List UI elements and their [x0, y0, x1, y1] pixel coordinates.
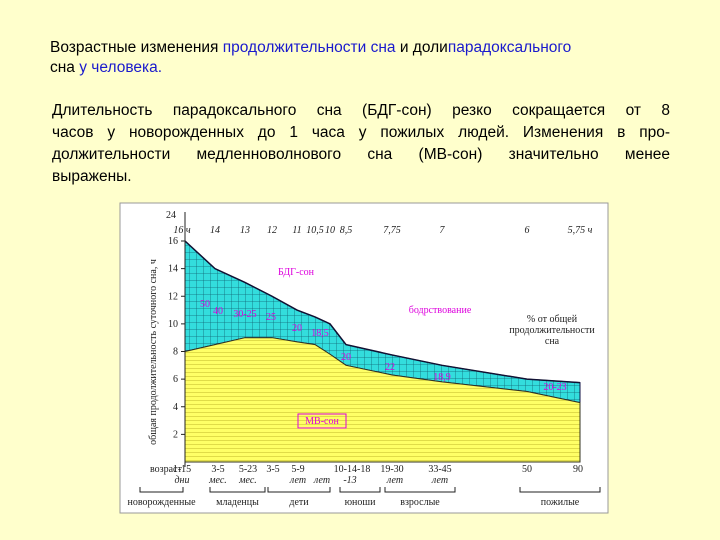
age-group: взрослые — [400, 497, 440, 508]
heading-text: сна — [50, 59, 75, 76]
age-label: 3-5 — [211, 464, 224, 475]
mv-area — [184, 337, 581, 463]
mv-box — [297, 413, 347, 429]
y-tick-label: 2 — [173, 429, 178, 440]
rem-percent: 50 — [200, 299, 210, 310]
age-label: 90 — [573, 464, 583, 475]
age-label: 3-5 — [266, 464, 279, 475]
y-tick-label: 6 — [173, 374, 178, 385]
wake-label: бодрствование — [409, 305, 472, 316]
y-tick-label: 10 — [168, 319, 178, 330]
heading: Возрастные изменения продолжительности с… — [50, 38, 680, 78]
rem-percent: 18,5 — [311, 328, 329, 339]
x-label: возраст — [150, 464, 182, 475]
y-tick-label: 14 — [168, 264, 178, 275]
age-group: дети — [289, 497, 309, 508]
bracket — [267, 487, 331, 493]
total-label: 12 — [267, 225, 277, 236]
total-label: 11 — [292, 225, 301, 236]
total-label: 16 ч — [173, 225, 191, 236]
paragraph-line: должительности медленноволнового сна (МВ… — [52, 146, 670, 163]
age-unit: лет — [431, 475, 448, 486]
y-tick-label: 12 — [168, 291, 178, 302]
total-label: 13 — [240, 225, 250, 236]
rem-percent: 40 — [213, 306, 223, 317]
total-label: 7 — [440, 225, 446, 236]
age-unit: -13 — [343, 475, 356, 486]
heading-text: и доли — [395, 39, 448, 56]
total-label: 6 — [525, 225, 530, 236]
age-label: 5-23 — [239, 464, 257, 475]
total-label: 8,5 — [340, 225, 353, 236]
rem-percent: 25 — [266, 312, 276, 323]
total-label: 10,5 — [306, 225, 324, 236]
age-label: 19-30 — [380, 464, 403, 475]
age-group: пожилые — [541, 497, 580, 508]
age-label: 5-9 — [291, 464, 304, 475]
heading-text: у человека. — [74, 59, 163, 76]
rem-percent: 20 — [341, 352, 351, 363]
mv-label: МВ-сон — [305, 416, 339, 427]
age-label: 10-14-18 — [334, 464, 371, 475]
y-label: общая продолжительность суточного сна, ч — [148, 259, 159, 445]
age-unit: дни — [174, 475, 189, 486]
rem-percent: 20-23 — [543, 382, 566, 393]
y-tick-label: 4 — [173, 402, 178, 413]
rem-percent: 22 — [385, 362, 395, 373]
total-line — [184, 240, 581, 384]
age-label: 50 — [522, 464, 532, 475]
age-unit: мес. — [238, 475, 257, 486]
bracket — [339, 487, 381, 493]
rem-percent: 30-25 — [233, 309, 256, 320]
heading-text: парадоксального — [447, 39, 572, 56]
paragraph: Длительность парадоксального сна (БДГ-со… — [52, 100, 670, 188]
paragraph-line: выражены. — [52, 168, 132, 185]
age-unit: лет — [386, 475, 403, 486]
bracket — [384, 487, 456, 493]
total-label: 5,75 ч — [568, 225, 593, 236]
age-group: юноши — [345, 497, 377, 508]
age-unit: лет — [289, 475, 306, 486]
heading-text: продолжительности сна — [222, 39, 396, 56]
rem-note: % от общей продолжительности сна — [509, 314, 595, 347]
paragraph-line: Длительность парадоксального сна (БДГ-со… — [52, 102, 670, 119]
y-tick-label: 16 — [168, 236, 178, 247]
age-group: младенцы — [216, 497, 259, 508]
age-unit: лет — [313, 475, 330, 486]
bracket — [209, 487, 266, 493]
heading-text: Возрастные изменения — [50, 39, 223, 56]
rem-percent: 20 — [292, 323, 302, 334]
age-unit: мес. — [208, 475, 227, 486]
total-label: 10 — [325, 225, 335, 236]
bracket — [139, 487, 184, 493]
bracket — [519, 487, 601, 493]
total-label: 7,75 — [383, 225, 401, 236]
total-label: 14 — [210, 225, 220, 236]
rem-percent: 18,9 — [433, 372, 451, 383]
y-top-tick: 24 — [166, 210, 176, 221]
paragraph-line: часов у новорожденных до 1 часа у пожилы… — [52, 124, 670, 141]
y-tick-label: 8 — [173, 347, 178, 358]
rem-label: БДГ-сон — [278, 267, 315, 278]
age-label: 1-15 — [173, 464, 191, 475]
age-group: новорожденные — [127, 497, 196, 508]
age-label: 33-45 — [428, 464, 451, 475]
